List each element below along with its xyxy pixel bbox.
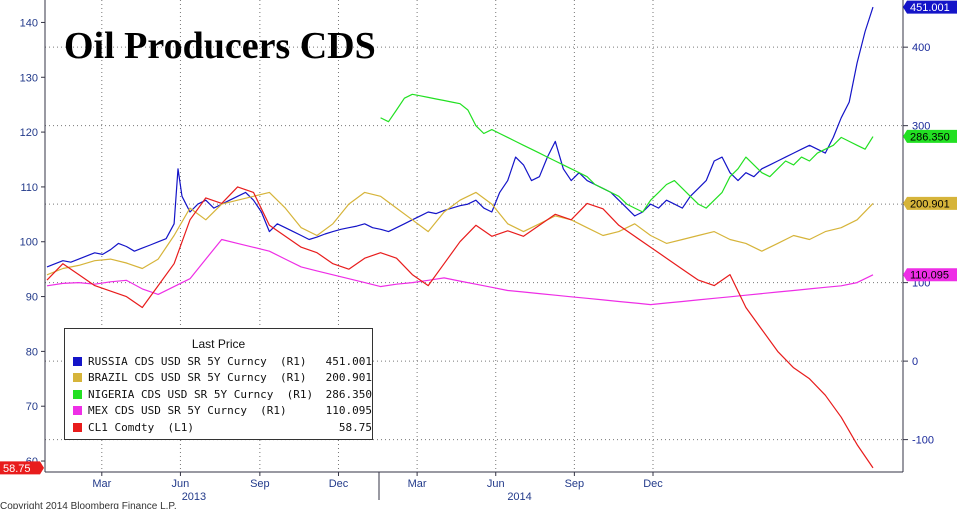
x-tick-label: Mar [408,478,427,490]
legend-value: 58.75 [338,420,372,434]
last-value-tag: 58.75 [0,461,44,475]
legend-entry: NIGERIA CDS USD SR 5Y Curncy (R1) 286.350 [65,386,372,403]
right-axis-ticks: -1000100200300400 [903,42,934,447]
legend-entries: RUSSIA CDS USD SR 5Y Curncy (R1) 451.001 B… [65,353,372,436]
x-axis-ticks: Mar Jun Sep Dec Mar Jun Sep Dec 2013 2014 [92,472,663,503]
left-tick-label: 120 [20,127,38,139]
plot-frame [44,0,904,473]
legend-entry: BRAZIL CDS USD SR 5Y Curncy (R1) 200.901 [65,370,372,387]
tag-shape [903,0,957,14]
year-label: 2014 [507,491,531,503]
last-value-tag: 286.350 [903,129,957,143]
x-tick-label: Mar [92,478,111,490]
right-tick-label: 0 [912,356,918,368]
left-tick-label: 70 [26,401,38,413]
tag-text: 200.901 [910,198,950,210]
tag-shape [0,461,44,475]
legend-entry: RUSSIA CDS USD SR 5Y Curncy (R1) 451.001 [65,353,372,370]
right-tick-label: 300 [912,121,930,133]
tag-shape [903,129,957,143]
x-tick-label: Dec [329,478,349,490]
series-line-0 [46,6,874,268]
legend-label: MEX CDS USD SR 5Y Curncy (R1) [88,404,287,418]
right-tick-label: 400 [912,42,930,54]
series-line-3 [46,238,874,306]
legend-entry: MEX CDS USD SR 5Y Curncy (R1) 110.095 [65,403,372,420]
tag-shape [903,268,957,282]
tag-shape [903,196,957,210]
legend-label: BRAZIL CDS USD SR 5Y Curncy (R1) [88,371,307,385]
legend-swatch [73,373,82,383]
chart-title: Oil Producers CDS [64,25,376,67]
last-value-tag: 451.001 [903,0,957,14]
legend-swatch [73,406,82,416]
left-tick-label: 90 [26,292,38,304]
tag-text: 110.095 [910,270,949,282]
left-tick-label: 130 [20,72,38,84]
legend-swatch [73,389,82,399]
legend-value: 286.350 [325,387,372,401]
copyright-footer: Copyright 2014 Bloomberg Finance L.P. [0,501,177,509]
legend-label: NIGERIA CDS USD SR 5Y Curncy (R1) [88,387,314,401]
legend-swatch [73,422,82,432]
tag-text: 286.350 [910,131,950,143]
left-tick-label: 100 [20,237,38,249]
x-tick-label: Sep [250,478,270,490]
left-tick-label: 140 [20,17,38,29]
legend-label: RUSSIA CDS USD SR 5Y Curncy (R1) [88,354,307,368]
series-line-4 [46,186,874,469]
last-value-tag: 200.901 [903,196,957,210]
legend-header: Last Price [191,337,246,351]
legend-swatch [73,356,82,366]
x-tick-label: Jun [487,478,505,490]
x-tick-label: Sep [565,478,585,490]
year-label: 2013 [182,491,206,503]
series-lines [46,6,874,469]
left-tick-label: 80 [26,346,38,358]
legend-label: CL1 Comdty (L1) [88,420,194,434]
left-tick-label: 110 [20,182,38,194]
left-axis-ticks: 60708090100110120130140 [20,17,45,468]
tag-text: 451.001 [910,2,950,14]
series-line-1 [46,191,874,276]
series-line-2 [380,93,874,213]
last-value-tag: 110.095 [903,268,957,282]
right-tick-label: -100 [912,435,934,447]
legend-value: 451.001 [325,354,372,368]
last-value-tags: 451.001 286.350 200.901 110.095 58.75 [0,0,957,475]
legend-value: 200.901 [325,371,372,385]
tag-text: 58.75 [3,463,31,475]
x-tick-label: Dec [643,478,663,490]
legend-value: 110.095 [325,404,372,418]
grid-lines [45,0,903,472]
legend: Last Price RUSSIA CDS USD SR 5Y Curncy (… [64,328,373,440]
legend-entry: CL1 Comdty (L1) 58.75 [65,419,372,436]
x-tick-label: Jun [172,478,190,490]
